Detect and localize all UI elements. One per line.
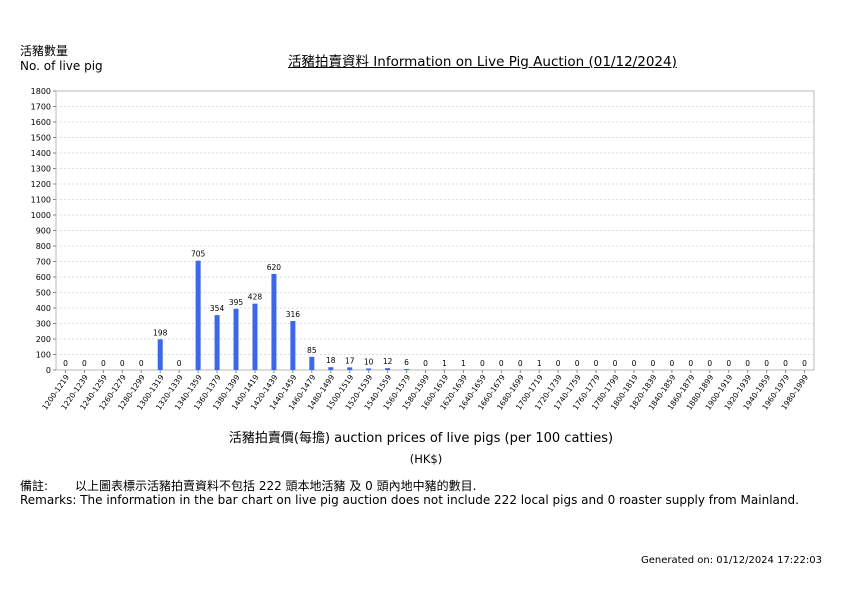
bar [157,339,163,370]
data-label: 6 [404,358,409,367]
x-axis-label: 活豬拍賣價(每擔) auction prices of live pigs (p… [228,431,614,446]
data-label: 620 [267,263,282,272]
y-tick-label: 1700 [31,103,51,112]
data-label: 0 [764,359,769,368]
data-label: 428 [248,293,263,302]
data-label: 0 [556,359,561,368]
data-label: 0 [688,359,693,368]
data-label: 12 [383,357,393,366]
remarks-heading-chinese: 備註: [20,479,49,493]
bar [347,367,353,370]
data-label: 1 [442,359,447,368]
data-label: 0 [594,359,599,368]
data-label: 0 [423,359,428,368]
remarks-english: Remarks: The information in the bar char… [20,493,799,507]
y-tick-label: 800 [36,242,51,251]
data-label: 0 [139,359,144,368]
data-label: 85 [307,346,317,355]
y-tick-label: 1600 [31,118,51,127]
y-tick-label: 1800 [31,87,51,96]
y-axis-label-chinese: 活豬數量 [20,44,69,58]
y-tick-label: 1000 [31,211,51,220]
y-tick-label: 900 [36,227,51,236]
currency-unit: (HK$) [409,452,443,466]
data-label: 0 [177,359,182,368]
bar [252,303,258,370]
data-label: 0 [575,359,580,368]
data-label: 0 [745,359,750,368]
data-label: 0 [120,359,125,368]
data-label: 0 [783,359,788,368]
data-label: 0 [518,359,523,368]
y-tick-label: 100 [36,351,51,360]
data-label: 17 [345,356,355,365]
data-label: 705 [191,250,206,259]
data-label: 0 [101,359,106,368]
bar [233,308,239,370]
bar [309,356,315,370]
data-label: 0 [82,359,87,368]
plot-area [55,90,815,371]
y-tick-label: 700 [36,258,51,267]
bar [328,367,334,370]
y-tick-label: 1200 [31,180,51,189]
y-tick-label: 300 [36,320,51,329]
y-axis-label-english: No. of live pig [20,59,103,73]
bar [404,369,410,370]
data-label: 18 [326,356,336,365]
y-tick-label: 500 [36,289,51,298]
y-tick-label: 200 [36,335,51,344]
data-label: 395 [229,298,244,307]
data-label: 0 [669,359,674,368]
data-label: 1 [537,359,542,368]
bar [366,368,372,370]
bar [290,321,296,370]
y-tick-label: 1100 [31,196,51,205]
y-tick-label: 1400 [31,149,51,158]
data-label: 198 [153,328,168,337]
bar-chart: 0100200300400500600700800900100011001200… [31,87,815,412]
data-label: 0 [726,359,731,368]
bar [271,273,277,370]
data-label: 0 [651,359,656,368]
chart-title: 活豬拍賣資料 Information on Live Pig Auction (… [288,54,677,70]
bar [195,260,201,370]
y-tick-label: 1300 [31,165,51,174]
data-label: 0 [613,359,618,368]
data-label: 316 [286,310,301,319]
generated-timestamp: Generated on: 01/12/2024 17:22:03 [641,555,822,566]
bar [214,315,220,370]
data-label: 0 [480,359,485,368]
y-tick-label: 0 [46,366,51,375]
bar [385,368,391,370]
data-label: 354 [210,304,225,313]
y-tick-label: 1500 [31,134,51,143]
y-tick-label: 600 [36,273,51,282]
data-label: 1 [461,359,466,368]
data-label: 0 [632,359,637,368]
data-label: 0 [63,359,68,368]
y-tick-label: 400 [36,304,51,313]
data-label: 0 [499,359,504,368]
data-label: 0 [802,359,807,368]
remarks-chinese: 以上圖表標示活豬拍賣資料不包括 222 頭本地活豬 及 0 頭內地中豬的數目. [75,479,477,493]
data-label: 10 [364,357,374,366]
data-label: 0 [707,359,712,368]
